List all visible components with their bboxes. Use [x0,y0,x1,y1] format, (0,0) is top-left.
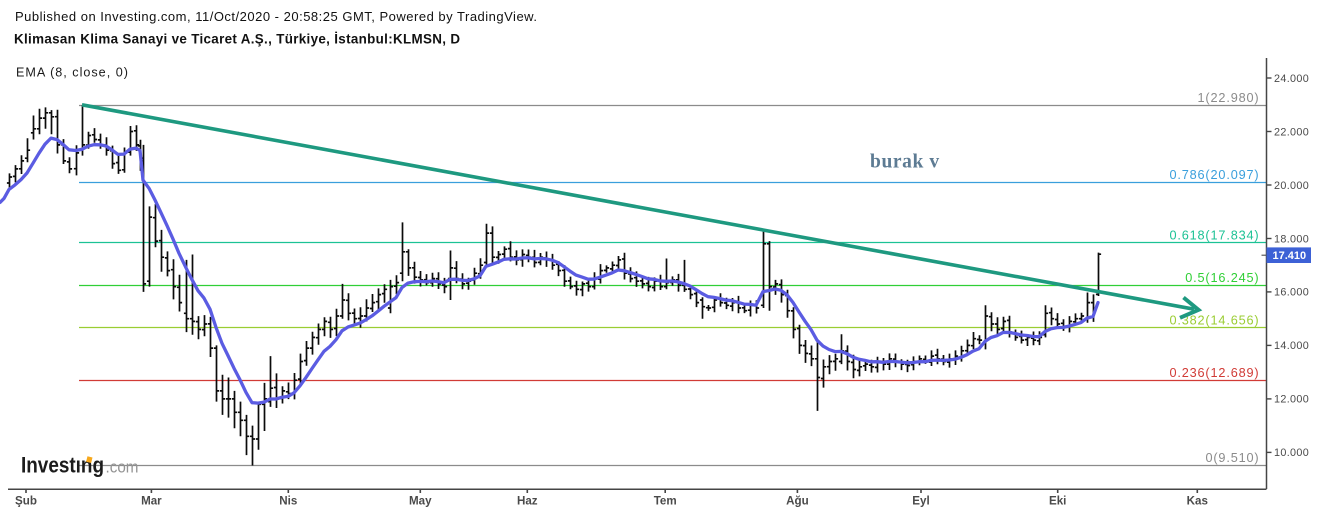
svg-text:0.382(14.656): 0.382(14.656) [1169,314,1259,328]
svg-text:Investıng: Investıng [21,453,104,478]
svg-text:Klimasan Klima Sanayi ve Ticar: Klimasan Klima Sanayi ve Ticaret A.Ş., T… [14,32,460,47]
svg-text:17.410: 17.410 [1273,250,1307,262]
svg-text:0.5(16.245): 0.5(16.245) [1185,271,1259,285]
svg-text:22.000: 22.000 [1274,126,1309,138]
svg-text:14.000: 14.000 [1274,340,1309,352]
svg-text:1(22.980): 1(22.980) [1198,91,1260,105]
svg-text:Eki: Eki [1049,495,1066,508]
svg-text:EMA (8, close, 0): EMA (8, close, 0) [16,66,129,80]
svg-text:10.000: 10.000 [1274,447,1309,459]
svg-text:Ağu: Ağu [786,495,809,508]
svg-text:0.618(17.834): 0.618(17.834) [1169,229,1259,243]
svg-text:Nis: Nis [279,495,297,508]
svg-text:18.000: 18.000 [1274,233,1309,245]
svg-text:Şub: Şub [15,495,37,508]
svg-text:12.000: 12.000 [1274,394,1309,406]
svg-text:Tem: Tem [654,495,677,508]
svg-text:0.786(20.097): 0.786(20.097) [1169,168,1259,182]
svg-text:Kas: Kas [1187,495,1208,508]
svg-text:24.000: 24.000 [1274,73,1309,85]
svg-text:16.000: 16.000 [1274,287,1309,299]
svg-text:.com: .com [106,458,139,477]
svg-text:Eyl: Eyl [912,495,929,508]
svg-text:burak v: burak v [870,152,940,173]
svg-text:0.236(12.689): 0.236(12.689) [1169,366,1259,380]
svg-text:Published on Investing.com, 11: Published on Investing.com, 11/Oct/2020 … [15,9,537,24]
svg-text:Haz: Haz [517,495,538,508]
svg-text:May: May [409,495,432,508]
svg-text:20.000: 20.000 [1274,180,1309,192]
svg-text:0(9.510): 0(9.510) [1205,451,1259,465]
svg-text:Mar: Mar [141,495,162,508]
